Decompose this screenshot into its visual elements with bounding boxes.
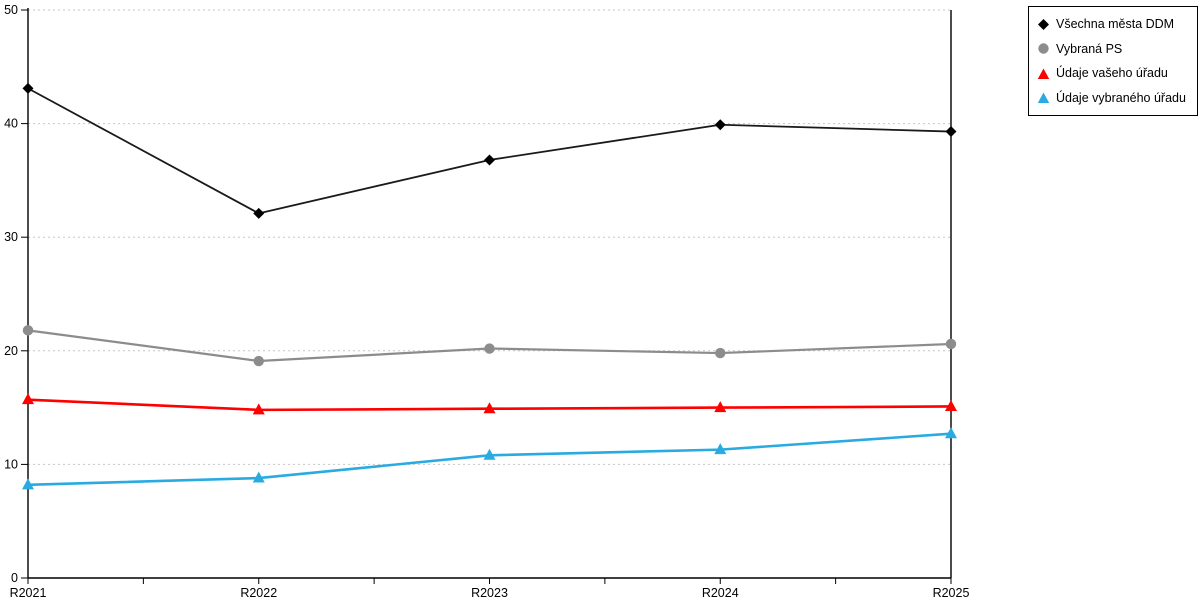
- legend-item: Všechna města DDM: [1037, 17, 1189, 31]
- y-tick-label: 10: [4, 457, 18, 471]
- legend-label: Vybraná PS: [1056, 41, 1123, 56]
- circle-marker: [22, 325, 34, 336]
- triangle-marker: [714, 401, 727, 413]
- series-line-0: [27, 87, 952, 215]
- diamond-marker: [714, 119, 726, 131]
- circle-marker: [484, 343, 495, 354]
- legend-label: Všechna města DDM: [1056, 17, 1175, 32]
- diamond-marker: [253, 207, 265, 219]
- circle-icon: [1038, 43, 1049, 54]
- triangle-marker: [945, 399, 957, 411]
- legend-label: Údaje vybraného úřadu: [1056, 90, 1186, 105]
- circle-marker: [253, 355, 264, 367]
- triangle-icon: [1037, 68, 1050, 79]
- triangle-marker: [945, 427, 957, 439]
- y-tick-label: 40: [4, 117, 18, 131]
- x-tick-label: R2022: [240, 586, 277, 600]
- diamond-marker: [945, 126, 957, 138]
- x-tick-label: R2025: [933, 586, 970, 600]
- triangle-marker: [483, 448, 496, 460]
- triangle-marker: [22, 393, 34, 405]
- triangle-icon: [1037, 92, 1050, 104]
- chart-legend: Všechna města DDM Vybraná PS Údaje vašeho …: [1028, 6, 1198, 116]
- legend-item: Údaje vašeho úřadu: [1037, 66, 1189, 80]
- y-tick-label: 50: [4, 3, 18, 17]
- circle-marker: [945, 338, 957, 350]
- y-tick-label: 0: [11, 571, 18, 585]
- circle-marker: [715, 347, 726, 359]
- y-tick-label: 20: [4, 344, 18, 358]
- x-tick-label: R2021: [10, 586, 47, 600]
- x-tick-label: R2024: [702, 586, 739, 600]
- x-tick-label: R2023: [471, 586, 508, 600]
- y-tick-label: 30: [4, 230, 18, 244]
- triangle-marker: [252, 471, 265, 483]
- triangle-marker: [252, 403, 265, 415]
- diamond-icon: [1038, 18, 1049, 30]
- legend-label: Údaje vašeho úřadu: [1056, 66, 1168, 81]
- triangle-marker: [483, 402, 496, 414]
- legend-item: Vybraná PS: [1037, 42, 1189, 56]
- legend-item: Údaje vybraného úřadu: [1037, 91, 1189, 105]
- triangle-marker: [714, 443, 727, 455]
- triangle-marker: [22, 478, 34, 490]
- diamond-marker: [22, 82, 34, 94]
- diamond-marker: [484, 154, 495, 166]
